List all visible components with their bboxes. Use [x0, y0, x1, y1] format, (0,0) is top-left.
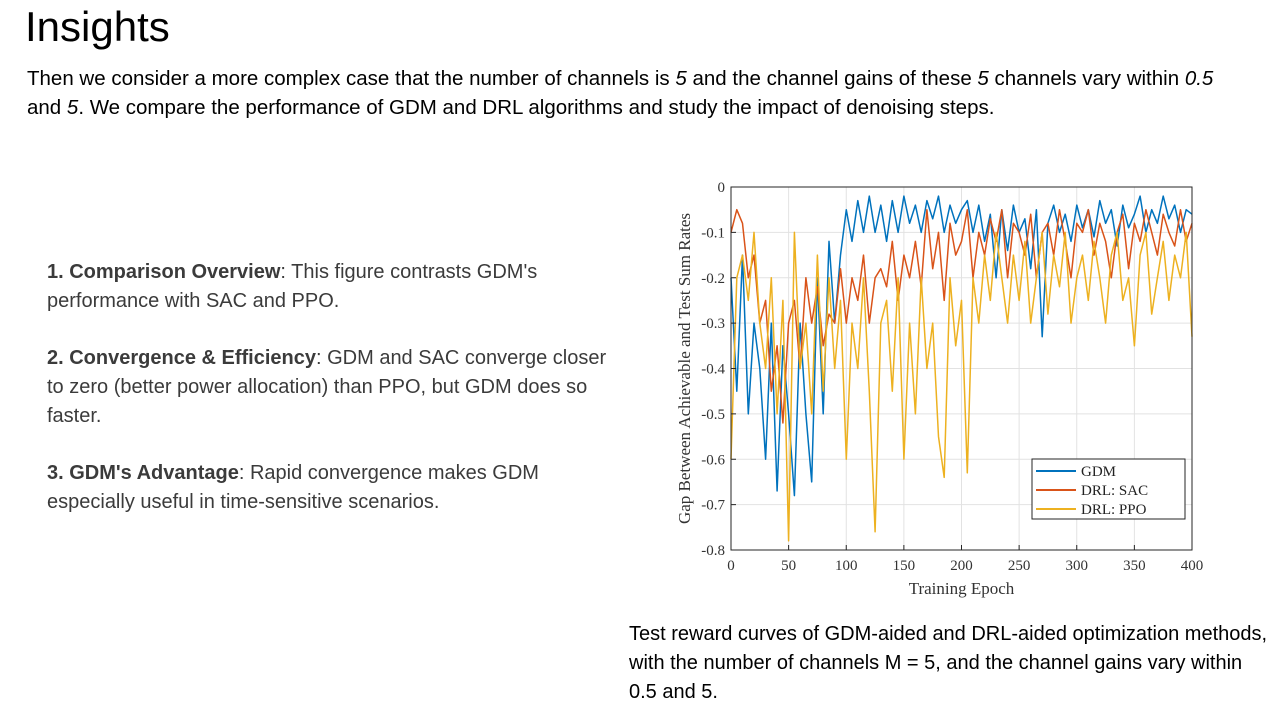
figure-caption: Test reward curves of GDM-aided and DRL-… — [629, 623, 1268, 703]
series-line-drl-sac — [730, 208, 1193, 424]
intro-text: Then we consider a more complex case tha… — [27, 67, 676, 90]
intro-italic-value: 0.5 — [1184, 67, 1214, 90]
y-axis-label: Gap Between Achievable and Test Sum Rate… — [675, 213, 694, 524]
x-tick-label: 350 — [1123, 558, 1146, 574]
intro-text: channels vary within — [988, 67, 1185, 90]
intro-italic-value: 5 — [977, 67, 989, 90]
y-tick-label: -0.4 — [701, 362, 725, 378]
legend-entry: GDM — [1081, 464, 1116, 480]
y-tick-label: -0.2 — [701, 271, 725, 287]
key-points: 1. Comparison Overview: This figure cont… — [47, 258, 607, 545]
intro-paragraph: Then we consider a more complex case tha… — [27, 64, 1247, 122]
intro-text: and the channel gains of these — [686, 67, 978, 90]
x-tick-label: 200 — [950, 558, 973, 574]
x-tick-label: 400 — [1181, 558, 1204, 574]
key-point-heading: 3. GDM's Advantage — [47, 462, 239, 484]
x-tick-label: 50 — [781, 558, 796, 574]
x-tick-label: 250 — [1008, 558, 1031, 574]
intro-text: and — [27, 96, 67, 119]
y-tick-label: -0.5 — [701, 407, 725, 423]
key-point: 2. Convergence & Efficiency: GDM and SAC… — [47, 344, 607, 431]
key-point: 1. Comparison Overview: This figure cont… — [47, 258, 607, 316]
y-tick-label: -0.6 — [701, 452, 725, 468]
series-line-gdm — [730, 195, 1193, 497]
legend-entry: DRL: PPO — [1081, 502, 1147, 518]
x-tick-label: 0 — [727, 558, 735, 574]
y-tick-label: -0.1 — [701, 225, 725, 241]
x-tick-label: 150 — [893, 558, 916, 574]
y-tick-label: -0.7 — [701, 498, 725, 514]
x-axis-label: Training Epoch — [909, 579, 1015, 598]
slide-title: Insights — [25, 3, 170, 50]
reward-curve-chart: 0 50 100 150 200 250 300 350 400 0 -0.1 -0.2 -0.3 -0.… — [675, 180, 1204, 598]
key-point-body: : Rapid convergence makes GDM especially… — [47, 462, 539, 513]
intro-italic-value: 5 — [66, 96, 79, 119]
intro-text: . We compare the performance of GDM and … — [78, 96, 995, 119]
intro-italic-value: 5 — [675, 67, 687, 90]
x-tick-label: 100 — [835, 558, 858, 574]
series-line-drl-ppo — [730, 231, 1193, 542]
legend-entry: DRL: SAC — [1081, 483, 1148, 499]
x-tick-label: 300 — [1066, 558, 1089, 574]
key-point-body: : This figure contrasts GDM's performanc… — [47, 261, 538, 312]
key-point-heading: 2. Convergence & Efficiency — [47, 347, 316, 369]
key-point-body: : GDM and SAC converge closer to zero (b… — [47, 347, 607, 427]
y-tick-label: 0 — [718, 180, 726, 196]
y-tick-label: -0.3 — [701, 316, 725, 332]
key-point: 3. GDM's Advantage: Rapid convergence ma… — [47, 459, 607, 517]
y-tick-label: -0.8 — [701, 543, 725, 559]
key-point-heading: 1. Comparison Overview — [47, 261, 281, 283]
